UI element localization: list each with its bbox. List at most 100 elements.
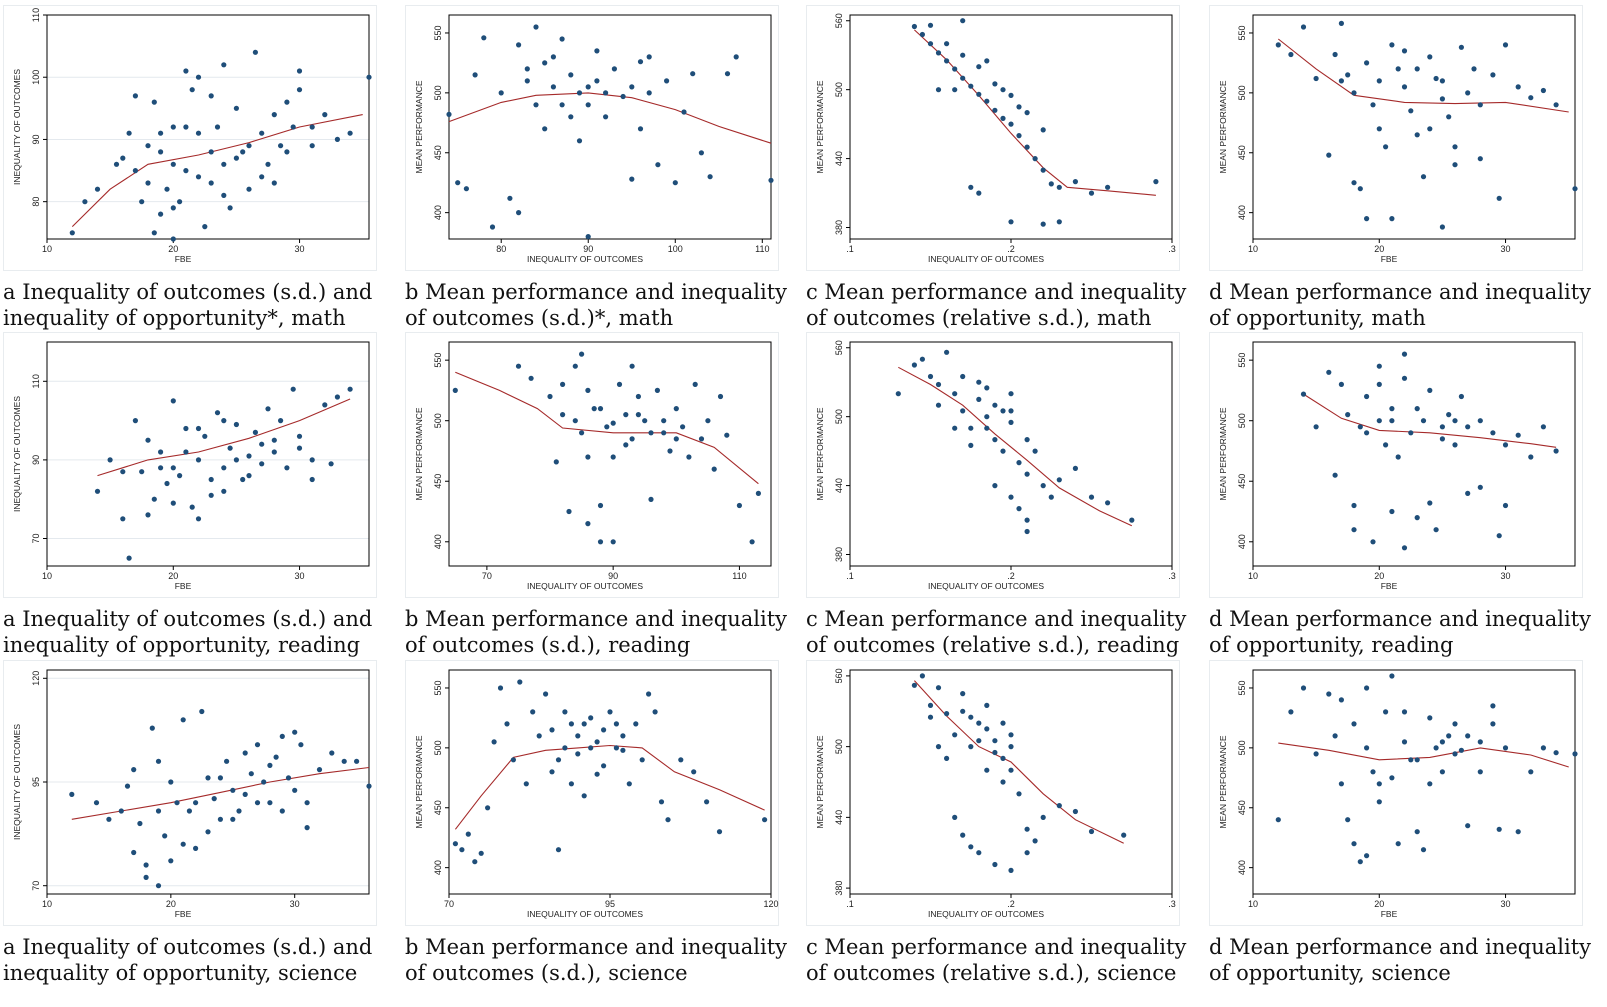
data-point: [717, 393, 724, 400]
caption-line-1: c Mean performance and inequality: [806, 607, 1187, 631]
x-axis-label: FBE: [175, 581, 192, 591]
data-point: [265, 406, 271, 412]
data-point: [267, 800, 273, 806]
data-point: [290, 124, 296, 130]
data-point: [1357, 859, 1363, 865]
x-tick-label: 110: [755, 244, 769, 254]
data-point: [1338, 20, 1344, 26]
caption-line-2: of outcomes (relative s.d.), math: [806, 306, 1152, 330]
data-point: [507, 195, 513, 201]
y-tick-label: 500: [1237, 413, 1247, 428]
data-point: [927, 373, 934, 380]
caption-line-1: d Mean performance and inequality: [1209, 607, 1592, 631]
plot-frame: [46, 14, 370, 240]
data-point: [992, 861, 998, 868]
data-point: [560, 381, 566, 387]
scatter-plot: 10 20 30 400 450 500 550 FBE MEAN PERFORMANCE: [1209, 332, 1583, 598]
data-point: [944, 58, 950, 64]
y-axis-label: MEAN PERFORMANCE: [1218, 407, 1228, 500]
data-point: [1300, 24, 1307, 30]
data-point: [329, 750, 335, 756]
data-point: [1502, 42, 1509, 48]
data-point: [673, 436, 679, 442]
data-point: [177, 199, 183, 205]
data-point: [749, 539, 755, 545]
plot-border: [3, 5, 377, 271]
data-point: [1490, 72, 1496, 78]
caption-line-1: c Mean performance and inequality: [806, 935, 1187, 959]
data-point: [1452, 162, 1458, 168]
data-point: [1072, 465, 1078, 471]
y-tick-label: 380: [834, 220, 844, 235]
data-point: [588, 745, 594, 751]
x-tick-label: 10: [42, 244, 52, 254]
data-point: [1040, 814, 1046, 820]
data-point: [648, 430, 654, 436]
data-point: [768, 177, 774, 183]
data-point: [1008, 419, 1014, 425]
data-point: [927, 22, 934, 28]
data-point: [278, 143, 284, 149]
data-point: [1040, 221, 1046, 227]
data-point: [170, 236, 176, 242]
data-point: [259, 441, 265, 447]
data-point: [542, 60, 548, 66]
data-point: [613, 721, 619, 727]
data-point: [233, 421, 239, 428]
panel-caption: b Mean performance and inequality of outc…: [405, 606, 787, 658]
data-point: [555, 757, 562, 763]
data-point: [1326, 369, 1332, 375]
data-point: [952, 732, 958, 738]
data-point: [316, 767, 323, 773]
chart-panel: 10 20 30 400 450 500 550 FBE MEAN PERFORMANCE d M…: [1209, 660, 1607, 985]
data-point: [170, 124, 176, 130]
fit-line: [71, 114, 363, 227]
data-point: [1300, 685, 1307, 691]
caption-line-1: d Mean performance and inequality: [1209, 935, 1592, 959]
data-point: [69, 791, 75, 797]
data-point: [1389, 406, 1395, 412]
data-point: [1458, 44, 1464, 50]
data-point: [1364, 393, 1370, 400]
data-point: [1515, 84, 1521, 90]
data-point: [1048, 494, 1054, 500]
data-point: [124, 783, 131, 789]
data-point: [304, 825, 310, 831]
data-point: [1408, 430, 1414, 436]
data-point: [1389, 418, 1395, 424]
data-point: [1088, 190, 1095, 196]
scatter-plot: 80 90 100 110 400 450 500 550 INEQUALITY OF OUTC…: [405, 5, 779, 271]
data-point: [1433, 527, 1439, 533]
data-point: [1370, 102, 1376, 108]
y-tick-label: 400: [1237, 534, 1247, 549]
data-point: [1313, 424, 1319, 430]
data-point: [960, 75, 966, 81]
data-point: [1452, 442, 1458, 448]
data-point: [944, 349, 950, 355]
data-point: [603, 114, 609, 120]
data-point: [1008, 219, 1014, 225]
data-point: [911, 362, 917, 368]
data-point: [911, 682, 917, 688]
data-point: [648, 496, 654, 502]
x-tick-label: 10: [42, 899, 52, 909]
scatter-plot: 10 20 30 400 450 500 550 FBE MEAN PERFORMANCE: [1209, 5, 1583, 271]
caption-line-1: a Inequality of outcomes (s.d.) and: [3, 607, 373, 631]
data-point: [736, 502, 742, 509]
data-point: [623, 412, 629, 418]
data-point: [672, 180, 678, 186]
panel-caption: d Mean performance and inequality of oppo…: [1209, 606, 1591, 658]
data-point: [158, 211, 164, 217]
data-point: [992, 738, 998, 744]
data-point: [976, 190, 982, 196]
data-point: [183, 124, 189, 130]
chart-panel: .1 .2 .3 380 440 500 560 INEQUALITY OF OUTCOMES…: [806, 660, 1206, 985]
data-point: [132, 418, 138, 424]
data-point: [1414, 406, 1420, 412]
data-point: [1528, 769, 1534, 775]
data-point: [661, 418, 667, 424]
data-point: [1332, 733, 1338, 739]
data-point: [568, 721, 574, 727]
data-point: [639, 757, 645, 763]
data-point: [1345, 817, 1351, 823]
